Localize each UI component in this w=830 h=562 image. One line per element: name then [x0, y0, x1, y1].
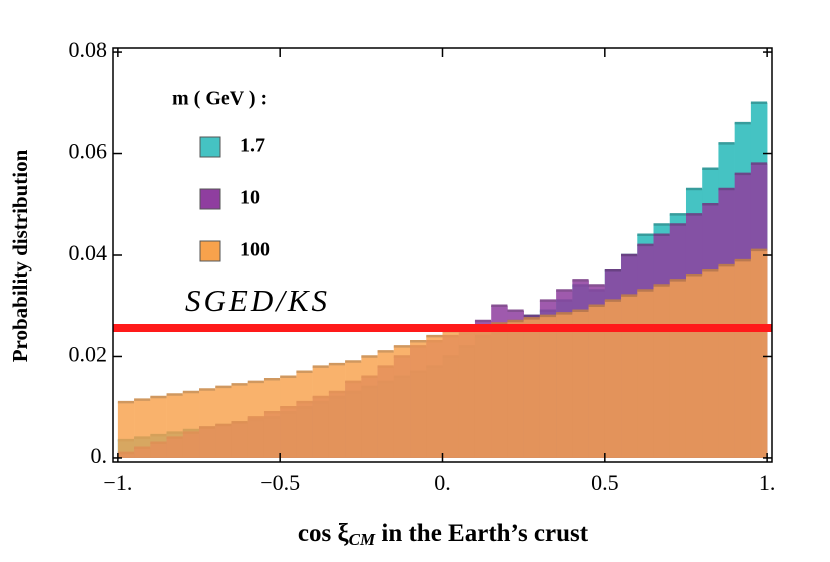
x-tick-label: −0.5 — [260, 470, 300, 495]
bar — [474, 326, 492, 458]
legend-label: 10 — [240, 187, 260, 209]
x-label-part: in the Earth’s crust — [375, 520, 589, 547]
bar — [718, 265, 735, 458]
bar — [507, 320, 524, 458]
legend-swatch — [199, 188, 221, 210]
bar — [182, 391, 200, 458]
bar — [377, 351, 395, 458]
bar — [328, 364, 346, 458]
legend-label: 1.7 — [240, 135, 265, 157]
bar — [702, 270, 719, 458]
bar — [361, 356, 378, 458]
bar — [134, 399, 151, 458]
bar — [572, 310, 589, 458]
bar — [491, 323, 508, 458]
x-tick-label: −1. — [103, 470, 132, 495]
bar — [345, 361, 362, 458]
reference-label: SGED/KS — [185, 283, 330, 318]
bar — [199, 389, 216, 458]
bar — [150, 397, 167, 458]
bar — [410, 341, 427, 458]
series — [117, 248, 768, 458]
x-tick-label: 1. — [759, 470, 776, 495]
y-tick-label: 0. — [91, 443, 108, 468]
bar — [669, 280, 687, 458]
x-label-part: cos ξ — [298, 520, 350, 547]
bar — [247, 381, 265, 458]
bar — [637, 290, 654, 458]
bar — [442, 331, 460, 458]
legend-label: 100 — [240, 239, 270, 261]
x-axis-label: cos ξCM in the Earth’s crust — [298, 520, 589, 549]
y-axis-label: Probability distribution — [8, 149, 32, 362]
bar — [685, 275, 703, 458]
y-tick-label: 0.02 — [69, 342, 108, 367]
bar — [556, 313, 573, 458]
legend-swatch — [199, 240, 221, 262]
bar — [117, 402, 135, 458]
bar — [215, 386, 232, 458]
legend-title: m ( GeV ) : — [172, 88, 267, 110]
bar — [166, 394, 184, 458]
bar — [280, 376, 297, 458]
bar — [296, 371, 313, 458]
bar — [621, 295, 638, 458]
bar — [750, 249, 768, 458]
bar — [539, 315, 557, 458]
y-tick-label: 0.06 — [69, 139, 108, 164]
bar — [312, 366, 330, 458]
bar — [231, 384, 249, 458]
y-tick-label: 0.04 — [69, 240, 108, 265]
bar — [588, 305, 606, 458]
bar — [653, 285, 671, 458]
bar — [263, 379, 281, 458]
x-tick-label: 0. — [434, 470, 451, 495]
bar — [426, 336, 443, 458]
x-tick-label: 0.5 — [591, 470, 619, 495]
bar — [458, 328, 476, 458]
bar — [523, 318, 541, 458]
legend-swatch — [199, 136, 221, 158]
bar — [604, 300, 622, 458]
bar — [734, 260, 752, 458]
x-label-sub: CM — [349, 530, 376, 549]
y-tick-label: 0.08 — [69, 37, 108, 62]
bar — [393, 346, 411, 458]
